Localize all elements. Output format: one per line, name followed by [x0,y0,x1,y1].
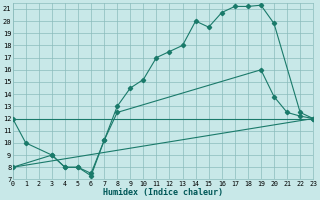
X-axis label: Humidex (Indice chaleur): Humidex (Indice chaleur) [103,188,223,197]
